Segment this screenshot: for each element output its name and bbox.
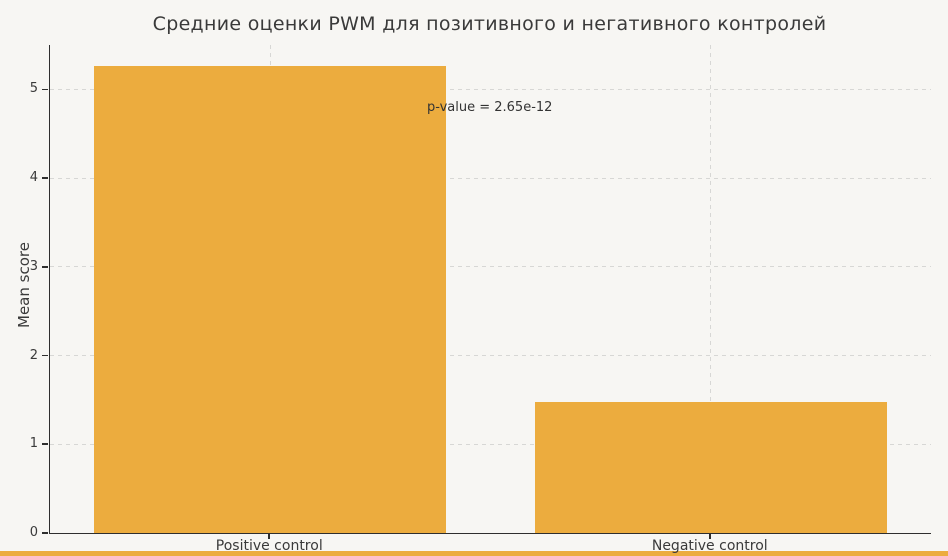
y-tick-label: 4 bbox=[29, 170, 38, 186]
y-gridline bbox=[50, 355, 931, 357]
y-tick-label: 2 bbox=[29, 347, 38, 363]
y-gridline bbox=[50, 443, 931, 445]
y-tick-label: 0 bbox=[29, 525, 38, 540]
y-tick-label: 3 bbox=[29, 258, 38, 274]
x-tick-label: Negative control bbox=[651, 538, 768, 554]
y-tick-mark bbox=[42, 443, 48, 446]
y-tick-mark bbox=[42, 177, 48, 179]
y-axis-label: Mean score bbox=[15, 242, 33, 328]
y-tick-mark bbox=[42, 532, 48, 534]
y-tick-mark bbox=[42, 266, 48, 268]
x-tick-label: Positive control bbox=[215, 538, 323, 554]
chart-title: Средние оценки PWM для позитивного и нег… bbox=[152, 13, 827, 35]
bar-positive-control bbox=[94, 66, 447, 533]
y-tick-mark bbox=[42, 354, 48, 357]
y-tick-label: 1 bbox=[29, 436, 38, 452]
y-gridline bbox=[50, 266, 931, 268]
x-gridline bbox=[710, 45, 712, 533]
bottom-accent-bar bbox=[0, 551, 948, 556]
p-value-annotation: p-value = 2.65e-12 bbox=[427, 100, 553, 115]
bar-negative-control bbox=[534, 401, 887, 533]
x-tick-mark bbox=[708, 533, 711, 539]
y-tick-mark bbox=[42, 88, 48, 91]
x-tick-mark bbox=[268, 533, 271, 539]
y-gridline bbox=[50, 88, 931, 90]
y-tick-label: 5 bbox=[29, 81, 38, 97]
y-gridline bbox=[50, 177, 931, 179]
plot-area bbox=[49, 45, 931, 534]
